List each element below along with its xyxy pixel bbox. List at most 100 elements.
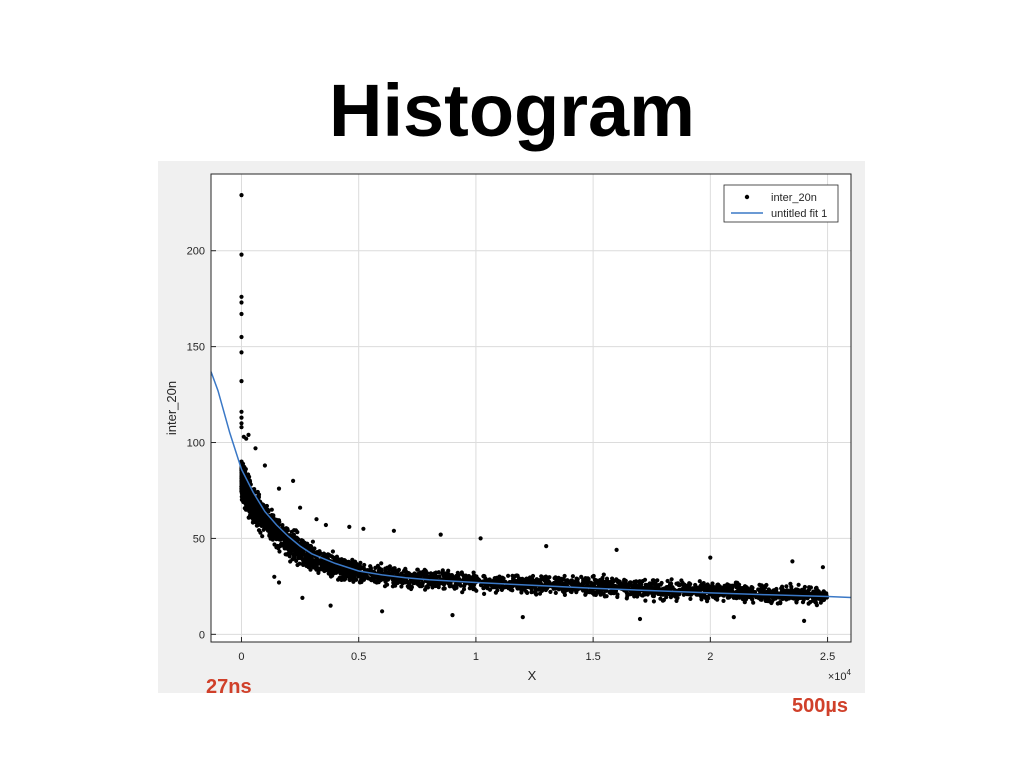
- data-point: [670, 593, 675, 598]
- data-point-outlier: [239, 294, 244, 299]
- data-point: [261, 522, 266, 527]
- data-point: [398, 579, 403, 584]
- data-point: [441, 573, 446, 578]
- data-point: [533, 591, 538, 596]
- data-point: [511, 576, 516, 581]
- data-point: [333, 569, 338, 574]
- fit-line-layer: [210, 371, 852, 599]
- data-point: [420, 581, 425, 586]
- data-point-outlier: [790, 559, 795, 564]
- data-point: [328, 573, 333, 578]
- data-point: [277, 544, 282, 549]
- data-point: [245, 497, 251, 502]
- data-point: [745, 586, 750, 591]
- data-point-outlier: [239, 311, 244, 317]
- data-point: [723, 587, 728, 592]
- data-point: [615, 592, 620, 597]
- data-point: [688, 582, 693, 587]
- data-point: [347, 575, 352, 580]
- data-point: [403, 566, 408, 571]
- data-point-outlier: [246, 432, 251, 437]
- data-point: [756, 587, 761, 592]
- y-axis-ticks: 0 50 100 150 200: [187, 246, 216, 641]
- data-point: [354, 577, 359, 582]
- data-point: [775, 601, 780, 606]
- data-point: [326, 552, 332, 557]
- data-point: [391, 577, 396, 583]
- figure-window: 0 0.5 1 1.5 2 2.5 0 50 100 150 200 X inter_20n ×1…: [158, 161, 865, 693]
- data-point: [675, 595, 680, 601]
- data-point: [471, 570, 476, 575]
- data-point: [477, 577, 482, 583]
- y-tick-label: 0: [199, 629, 205, 641]
- data-point: [575, 580, 580, 585]
- data-point: [694, 592, 699, 597]
- data-point: [811, 589, 816, 594]
- data-point: [593, 579, 599, 584]
- data-point: [650, 578, 655, 583]
- data-point: [586, 577, 591, 582]
- data-point-outlier: [544, 544, 549, 549]
- data-point: [553, 590, 558, 595]
- data-point: [701, 581, 706, 586]
- data-point: [821, 589, 826, 594]
- data-point: [284, 546, 289, 551]
- data-point: [308, 567, 313, 572]
- data-point: [653, 581, 658, 586]
- data-point: [301, 561, 306, 566]
- data-point: [437, 574, 442, 579]
- data-point: [482, 574, 487, 579]
- data-point: [769, 600, 774, 606]
- data-point: [548, 589, 553, 594]
- data-point: [280, 523, 285, 528]
- data-point: [590, 574, 595, 579]
- data-point: [555, 576, 560, 582]
- y-tick-label: 100: [187, 438, 205, 450]
- data-point: [506, 586, 511, 591]
- data-point: [440, 568, 445, 573]
- data-point: [274, 537, 279, 542]
- data-point: [515, 573, 520, 578]
- data-point: [358, 560, 363, 565]
- data-point: [446, 568, 451, 573]
- data-point-outlier: [276, 486, 282, 491]
- data-point: [620, 583, 625, 588]
- x-tick-label: 2.5: [820, 651, 835, 663]
- data-point: [780, 584, 785, 589]
- data-point: [795, 597, 800, 602]
- data-point: [256, 511, 261, 516]
- data-point: [256, 522, 261, 527]
- data-point: [411, 581, 416, 586]
- data-point: [655, 578, 660, 583]
- data-point: [240, 461, 246, 466]
- data-point: [501, 585, 506, 590]
- data-point: [340, 569, 345, 574]
- data-point-outlier: [323, 522, 328, 528]
- data-point: [277, 519, 282, 525]
- data-point: [461, 577, 466, 582]
- data-point: [373, 565, 378, 570]
- data-point: [297, 561, 302, 566]
- data-point-outlier: [239, 425, 244, 430]
- data-point-outlier: [300, 595, 305, 600]
- data-point: [727, 594, 733, 599]
- data-point-outlier: [239, 193, 244, 198]
- data-point: [651, 599, 656, 604]
- legend: inter_20n untitled fit 1: [723, 184, 839, 223]
- data-point-outlier: [380, 609, 385, 614]
- data-point: [487, 587, 493, 592]
- data-point: [758, 590, 764, 595]
- legend-entry-fit: untitled fit 1: [771, 208, 827, 220]
- data-point: [247, 507, 252, 512]
- data-point: [506, 573, 511, 578]
- data-point-outlier: [239, 415, 244, 420]
- data-point: [592, 592, 597, 597]
- data-point: [710, 594, 716, 599]
- data-point: [735, 580, 740, 585]
- data-point: [635, 584, 640, 589]
- plot-frame: [210, 173, 852, 643]
- data-point: [758, 594, 764, 599]
- data-point: [529, 575, 535, 581]
- data-point: [805, 596, 810, 601]
- data-point-outlier: [347, 524, 352, 529]
